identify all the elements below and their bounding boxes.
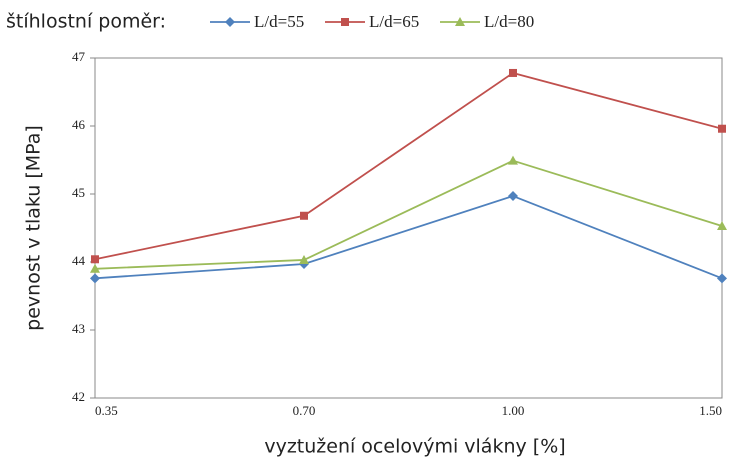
series-line: [94, 71, 723, 261]
marker: [508, 191, 518, 202]
marker: [509, 68, 517, 77]
x-tick-label: 0.70: [293, 403, 316, 418]
marker: [90, 273, 100, 284]
y-tick-label: 45: [72, 185, 85, 200]
y-tick-label: 42: [72, 389, 85, 404]
y-tick-label: 46: [72, 117, 86, 132]
legend-label: L/d=80: [484, 12, 534, 31]
y-tick-label: 43: [72, 321, 85, 336]
legend-label: L/d=55: [254, 12, 304, 31]
plot-frame: [94, 57, 723, 399]
x-axis-label: vyztužení ocelovými vlákny [%]: [264, 436, 565, 458]
legend-label: L/d=65: [369, 12, 419, 31]
marker: [508, 155, 518, 165]
marker: [91, 255, 99, 264]
x-tick-label: 1.50: [699, 403, 722, 418]
marker: [299, 254, 309, 264]
x-tick-label: 1.00: [502, 403, 525, 418]
marker: [341, 18, 349, 26]
y-axis-label: pevnost v tlaku [MPa]: [23, 125, 45, 331]
marker: [717, 220, 727, 230]
marker: [717, 273, 727, 284]
marker: [718, 124, 726, 133]
marker: [455, 17, 465, 26]
marker: [300, 211, 308, 220]
x-tick-label: 0.35: [95, 403, 118, 418]
marker: [90, 263, 100, 273]
marker: [225, 17, 235, 27]
legend-title: štíhlostní poměr:: [6, 11, 166, 33]
series-line: [94, 195, 723, 280]
series-line: [94, 159, 723, 270]
y-tick-label: 47: [72, 49, 86, 64]
y-tick-label: 44: [72, 253, 86, 268]
